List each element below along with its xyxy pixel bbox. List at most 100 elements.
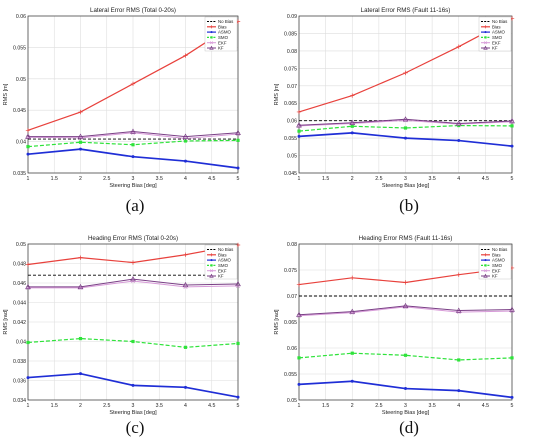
data-point-kf [402,302,409,309]
legend-box [478,16,512,52]
legend-label-asmo: ASMO [492,30,506,35]
x-tick-label: 5 [511,176,514,182]
data-point-smo [78,336,83,341]
data-point-bias [350,275,355,280]
data-point-kf [235,280,241,287]
y-tick-label: 0.048 [13,262,26,268]
chart-title: Heading Error RMS (Total 0-20s) [88,235,178,242]
data-point-asmo [350,131,354,135]
y-tick-label: 0.05 [287,154,297,160]
data-point-asmo [404,387,407,391]
legend-marker-smo [210,264,213,267]
data-point-bias [183,53,188,58]
data-point-kf [349,119,356,125]
x-tick-label: 4 [184,176,187,182]
data-point-smo [236,138,240,142]
data-point-bias [130,260,136,265]
legend-label-asmo: ASMO [218,30,232,35]
data-point-smo [236,341,240,346]
data-point-asmo [510,144,514,148]
data-point-asmo [297,134,301,138]
chart-panel-1: 1 1.5 2 2.5 3 3.5 4 4.5 5 0.035 0.04 0.045 0.05 0.055… [3,7,241,189]
data-point-smo [26,340,30,345]
x-tick-label: 2.5 [375,176,382,182]
x-tick-label: 4 [457,403,460,409]
data-point-kf [182,133,189,139]
x-tick-label: 1.5 [322,176,329,182]
data-point-asmo [457,389,461,393]
y-tick-label: 0.05 [16,242,26,248]
legend-marker-kf [483,45,488,50]
chart-title: Lateral Error RMS (Total 0-20s) [90,7,176,14]
data-point-smo [183,139,188,143]
data-point-asmo [404,136,407,140]
data-point-kf [296,311,302,317]
legend-label-kf: KF [218,274,224,279]
y-tick-label: 0.06 [287,346,297,352]
data-point-smo [350,124,354,128]
legend-label-asmo: ASMO [492,258,506,263]
legend-label-bias: Bias [492,252,501,257]
subfigure-label-c: (c) [125,418,145,437]
legend-marker-asmo [210,259,213,262]
legend-box [204,244,238,280]
y-tick-label: 0.044 [13,301,26,307]
data-point-kf [25,133,31,139]
x-tick-label: 5 [237,403,240,409]
plot-area [27,15,239,174]
data-point-bias [130,81,136,87]
x-tick-label: 3.5 [429,176,436,182]
x-tick-label: 2.5 [103,176,110,182]
legend-label-smo: SMO [492,35,503,40]
x-tick-label: 3.5 [429,403,436,409]
y-tick-label: 0.038 [13,359,26,365]
y-tick-label: 0.075 [284,268,297,274]
legend-marker-ekf [483,269,488,273]
x-tick-label: 4.5 [482,176,489,182]
legend-marker-bias [483,253,488,257]
chart-title: Heading Error RMS (Fault 11-16s) [359,235,453,242]
subfigure-label-d: (d) [399,418,419,437]
legend-marker-smo [210,36,213,39]
legend-marker-bias [209,253,214,257]
y-tick-label: 0.045 [13,108,26,114]
y-tick-label: 0.04 [16,140,26,146]
legend-label-no-bias: No Bias [218,247,234,252]
data-point-asmo [184,159,187,163]
data-point-asmo [26,152,30,156]
legend-label-bias: Bias [218,252,227,257]
series-line-kf [298,118,513,126]
data-point-bias [456,272,461,277]
data-point-asmo [236,395,240,399]
y-tick-label: 0.07 [287,294,297,300]
data-point-asmo [79,372,82,376]
subfigure-label-a: (a) [125,196,145,215]
y-tick-label: 0.036 [13,379,26,385]
x-tick-label: 1 [27,403,30,409]
data-point-kf [455,307,462,313]
x-tick-label: 3 [132,176,135,182]
data-point-smo [183,345,188,349]
data-point-asmo [350,379,354,383]
y-tick-label: 0.065 [284,320,297,326]
series-line-smo [298,352,513,361]
data-point-smo [403,126,408,130]
legend-marker-smo [484,264,487,267]
x-tick-label: 4 [457,176,460,182]
data-point-bias [78,255,83,260]
x-tick-label: 1.5 [322,403,329,409]
legend-marker-asmo [484,259,487,262]
data-point-asmo [510,395,514,399]
x-tick-label: 1.5 [51,403,58,409]
legend-marker-ekf [209,269,214,273]
y-tick-label: 0.06 [16,14,26,20]
legend-marker-kf [483,273,488,278]
y-tick-label: 0.075 [284,66,297,72]
data-point-bias [456,44,461,49]
legend-label-bias: Bias [218,24,227,29]
legend-label-ekf: EKF [492,268,501,273]
legend-label-smo: SMO [218,263,229,268]
y-tick-label: 0.055 [284,136,297,142]
